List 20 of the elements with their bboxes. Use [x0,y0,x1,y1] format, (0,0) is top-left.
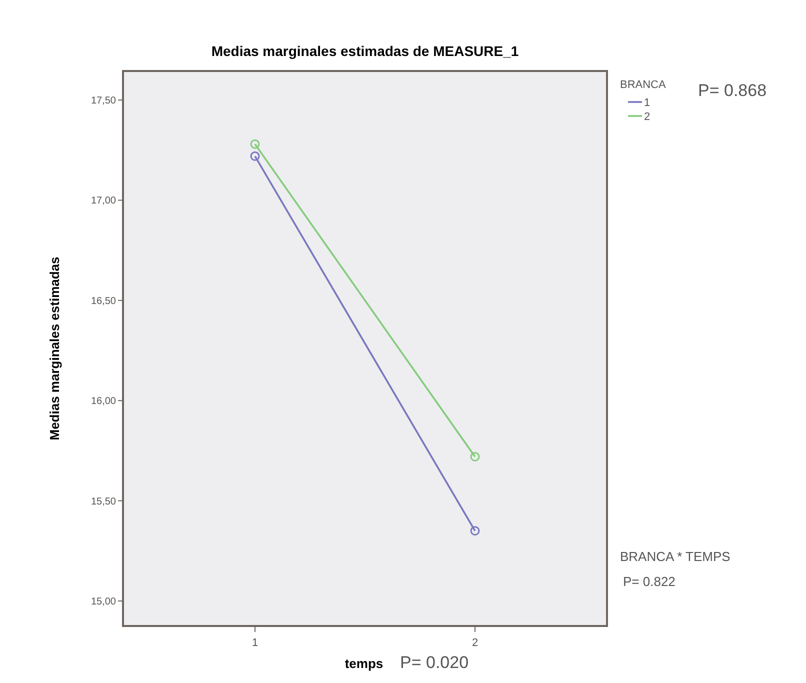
y-tick-label: 17,50 [90,96,116,107]
point [470,452,480,462]
y-tick-label: 15,00 [90,596,116,608]
point [250,151,260,161]
y-tick-label: 15,50 [90,496,116,508]
y-tick-label: 16,50 [90,296,116,307]
legend-title: BRANCA [620,79,667,91]
y-tick-label: 16,00 [90,396,116,408]
text: P= 0.822 [623,574,676,589]
x-axis-title: temps [344,656,384,671]
text: P= 0.868 [698,81,767,100]
text: P= 0.020 [400,653,469,672]
text: BRANCA * TEMPS [620,549,731,564]
legend-label: 2 [644,110,650,123]
point [470,526,480,536]
legend-label: 1 [644,96,650,109]
chart-title: Medias marginales estimadas de MEASURE_1 [211,43,519,59]
y-axis-title: Medias marginales estimadas [47,256,62,440]
y-tick-label: 17,00 [90,196,116,207]
point [250,139,260,149]
